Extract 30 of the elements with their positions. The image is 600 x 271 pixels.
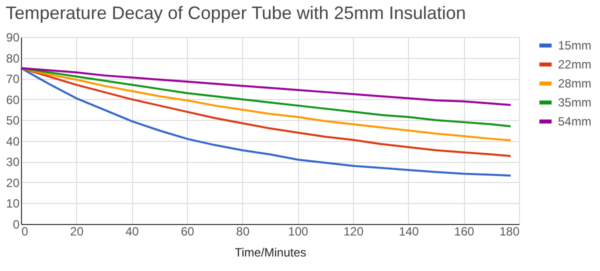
y-tick-label: 70 — [6, 72, 20, 86]
x-tick-label: 80 — [236, 224, 250, 238]
legend-label: 28mm — [558, 76, 592, 90]
x-axis-title: Time/Minutes — [234, 246, 306, 260]
x-tick-label: 60 — [180, 224, 194, 238]
x-tick-label: 100 — [288, 224, 308, 238]
line-series — [20, 67, 512, 128]
y-tick-label: 10 — [6, 196, 20, 211]
y-tick-label: 60 — [6, 92, 20, 107]
legend-label: 54mm — [558, 114, 592, 128]
chart-title: Temperature Decay of Copper Tube with 25mm Insulation — [6, 3, 466, 23]
x-tick-label: 180 — [499, 224, 520, 238]
y-tick-label: 20 — [6, 176, 20, 190]
y-tick-label: 90 — [6, 30, 20, 44]
line-series — [20, 67, 512, 106]
x-tick-label: 20 — [70, 224, 84, 238]
y-tick-label: 30 — [6, 155, 20, 170]
line-series — [20, 67, 512, 158]
x-tick-label: 140 — [398, 224, 420, 238]
y-tick-label: 80 — [6, 51, 20, 66]
legend-label: 15mm — [558, 38, 592, 52]
legend-label: 22mm — [558, 58, 592, 72]
y-tick-label: 50 — [6, 114, 20, 128]
x-tick-label: 160 — [454, 224, 474, 238]
x-tick-label: 0 — [22, 224, 28, 238]
line-series — [20, 67, 512, 177]
y-tick-label: 40 — [6, 134, 20, 148]
legend-label: 35mm — [558, 96, 592, 110]
x-tick-label: 120 — [343, 224, 364, 238]
x-tick-label: 40 — [125, 224, 140, 238]
